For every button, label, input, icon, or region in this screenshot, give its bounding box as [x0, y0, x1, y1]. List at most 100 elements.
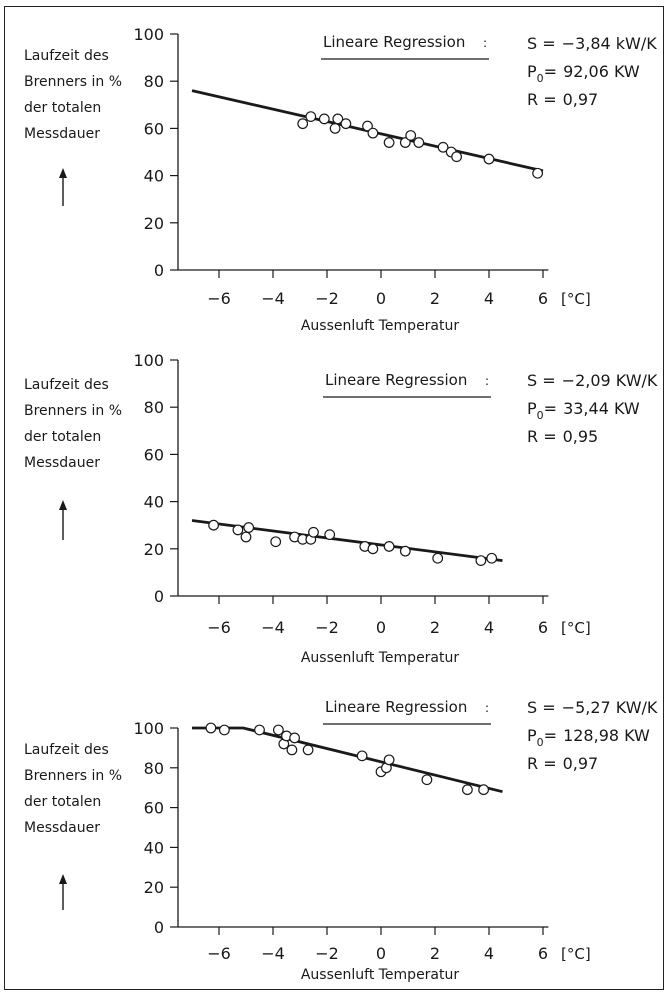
data-point [329, 122, 341, 134]
x-tick-label: 2 [430, 618, 440, 637]
regression-line [192, 726, 503, 794]
data-point [437, 141, 449, 153]
x-tick-label: 0 [376, 289, 386, 308]
y-tick-label: 100 [133, 25, 164, 44]
stat-line: R = 0,95 [527, 427, 598, 446]
x-tick-label: 4 [484, 618, 494, 637]
data-point [413, 137, 425, 148]
data-point [383, 541, 395, 552]
data-point [432, 552, 444, 564]
x-tick-label: 0 [376, 618, 386, 637]
data-point [399, 545, 411, 557]
x-unit-label: [°C] [561, 945, 591, 963]
x-axis-label: Aussenluft Temperatur [301, 967, 460, 983]
x-axis-label: Aussenluft Temperatur [301, 650, 460, 666]
data-point [367, 543, 379, 555]
data-point [367, 127, 379, 139]
x-tick-label: 4 [484, 944, 494, 963]
y-tick-label: 40 [144, 493, 164, 512]
x-tick-label: 6 [538, 944, 548, 963]
data-point [478, 784, 490, 796]
data-point [273, 724, 284, 736]
regression-colon: : [485, 374, 489, 388]
data-point [486, 552, 498, 564]
stat-line: P0= 33,44 KW [527, 399, 640, 422]
y-tick-label: 20 [144, 540, 164, 559]
data-point [205, 722, 217, 734]
regression-title: Lineare Regression [323, 33, 465, 51]
data-point [421, 774, 433, 786]
y-axis-label-line: Messdauer [24, 455, 100, 471]
data-point [462, 784, 473, 796]
up-arrow-icon [59, 168, 67, 178]
stat-line: R = 0,97 [527, 754, 598, 773]
regression-colon: : [483, 36, 487, 50]
data-point [405, 130, 417, 141]
data-point [483, 153, 495, 165]
y-tick-label: 40 [144, 838, 164, 857]
y-tick-label: 0 [154, 587, 164, 606]
y-tick-label: 80 [144, 72, 164, 91]
y-tick-label: 100 [133, 719, 164, 738]
data-point [243, 522, 255, 533]
y-tick-label: 60 [144, 445, 164, 464]
y-tick-label: 20 [144, 214, 164, 233]
y-tick-label: 60 [144, 119, 164, 138]
data-point [208, 519, 220, 531]
y-tick-label: 80 [144, 398, 164, 417]
stat-line: S = −3,84 kW/K [527, 34, 657, 53]
x-tick-label: −4 [261, 618, 285, 637]
stat-line: R = 0,97 [527, 90, 598, 109]
chart-panel-2: 0 20 40 60 80 100 −6 −4 −2 0 2 4 6 [°C] Aussenluft Tem… [24, 351, 658, 666]
x-tick-label: 4 [484, 289, 494, 308]
data-point [302, 744, 314, 756]
x-tick-label: −2 [315, 944, 339, 963]
data-point [362, 120, 373, 132]
stat-line: P0= 92,06 KW [527, 62, 640, 85]
x-tick-label: −4 [261, 289, 285, 308]
y-tick-label: 60 [144, 799, 164, 818]
figure-frame [4, 6, 664, 990]
x-tick-label: 6 [538, 289, 548, 308]
x-unit-label: [°C] [561, 619, 591, 637]
x-tick-label: 2 [430, 944, 440, 963]
chart-panel-3: 0 20 40 60 80 100 −6 −4 −2 0 2 4 6 [°C] Aussenluft Tem… [24, 698, 658, 983]
data-point [383, 754, 395, 766]
data-point [254, 724, 265, 736]
x-axis-label: Aussenluft Temperatur [301, 318, 460, 334]
x-tick-label: −2 [315, 618, 339, 637]
y-axis-label-line: Messdauer [24, 126, 100, 142]
data-point [289, 732, 301, 744]
y-axis-label-line: Brenners in % [24, 768, 122, 784]
data-point [308, 526, 319, 538]
up-arrow-icon [59, 500, 67, 510]
data-point [297, 118, 309, 130]
y-tick-label: 80 [144, 759, 164, 778]
data-point [451, 151, 463, 163]
y-tick-label: 20 [144, 878, 164, 897]
x-tick-label: −6 [207, 618, 231, 637]
y-axis-label-line: Messdauer [24, 820, 100, 836]
x-tick-label: −6 [207, 289, 231, 308]
regression-title: Lineare Regression [325, 698, 467, 716]
data-point [383, 137, 395, 148]
data-point [475, 555, 487, 566]
y-tick-label: 0 [154, 261, 164, 280]
y-axis-label-line: Brenners in % [24, 403, 122, 419]
data-point [324, 529, 336, 541]
data-point [340, 118, 352, 130]
x-tick-label: −6 [207, 944, 231, 963]
x-tick-label: 0 [376, 944, 386, 963]
x-tick-label: −2 [315, 289, 339, 308]
data-point [286, 744, 298, 756]
stat-line: S = −5,27 KW/K [527, 698, 658, 717]
y-axis-label-line: Laufzeit des [24, 377, 109, 393]
stat-line: S = −2,09 KW/K [527, 371, 658, 390]
data-point [356, 750, 368, 762]
y-axis-label-line: Brenners in % [24, 74, 122, 90]
y-tick-label: 40 [144, 167, 164, 186]
y-tick-label: 0 [154, 918, 164, 937]
data-point [332, 113, 344, 125]
data-point [318, 113, 330, 125]
